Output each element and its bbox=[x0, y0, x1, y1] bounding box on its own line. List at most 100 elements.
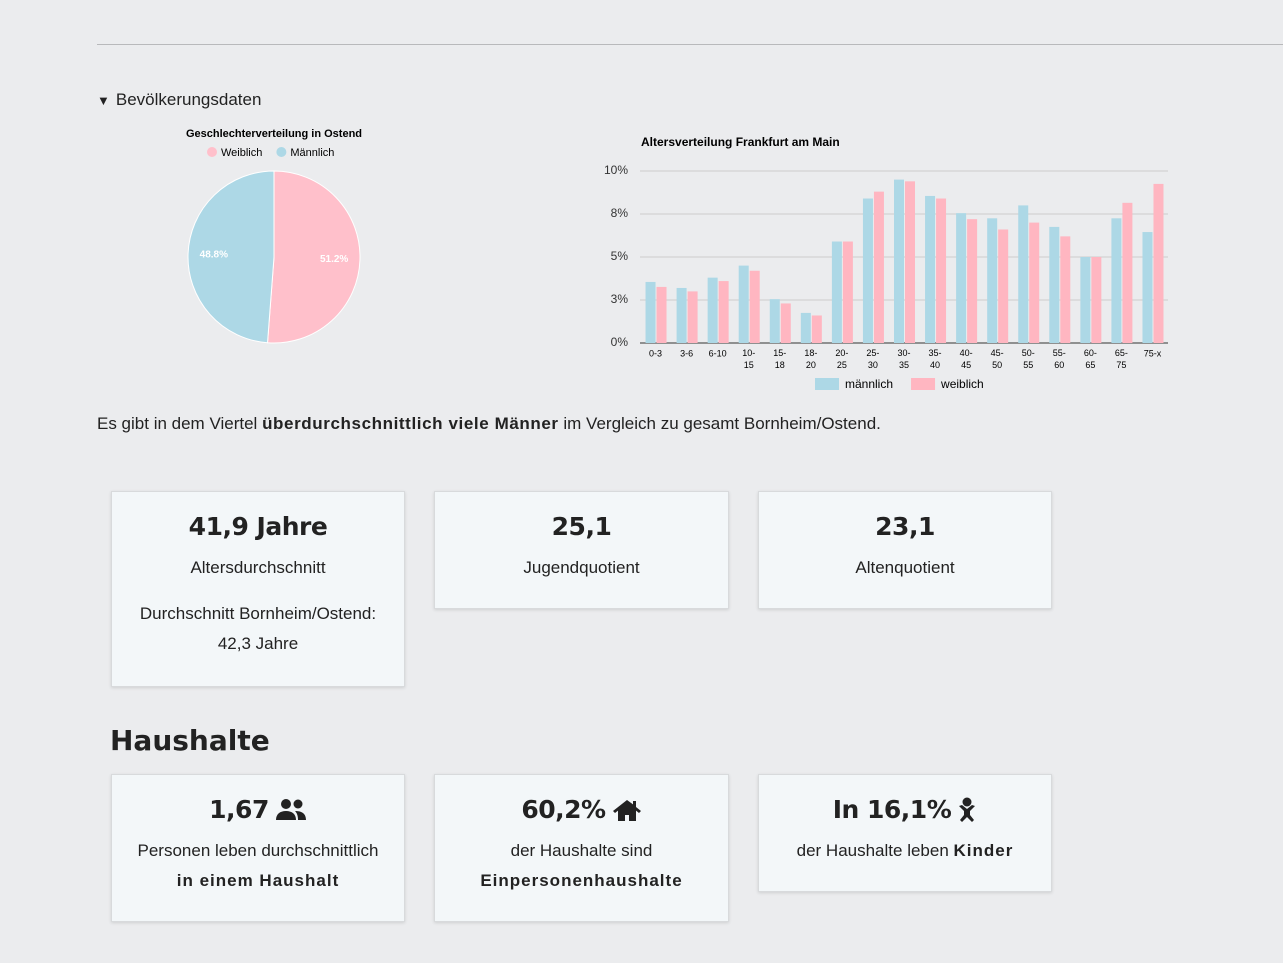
x-tick-label: 15-18 bbox=[773, 348, 786, 370]
legend-swatch bbox=[815, 378, 839, 390]
chart-title: Geschlechterverteilung in Ostend bbox=[186, 128, 362, 140]
household-value: In 16,1% bbox=[832, 795, 952, 824]
household-value-row: In 16,1% bbox=[759, 795, 1051, 824]
legend-label: weiblich bbox=[940, 377, 984, 391]
x-tick-label: 25-30 bbox=[866, 348, 879, 370]
household-value-row: 60,2% bbox=[435, 795, 728, 824]
x-tick-label: 30-35 bbox=[897, 348, 910, 370]
bar bbox=[811, 315, 822, 343]
bar bbox=[780, 303, 791, 343]
bar bbox=[676, 287, 687, 343]
x-tick-label: 65-75 bbox=[1115, 348, 1128, 370]
bar bbox=[718, 281, 729, 343]
household-value-row: 1,67 bbox=[112, 795, 404, 824]
bar bbox=[1060, 236, 1071, 343]
x-tick-label: 10-15 bbox=[742, 348, 755, 370]
bar bbox=[645, 281, 656, 343]
section-title: Bevölkerungsdaten bbox=[115, 90, 262, 109]
household-card: 60,2% der Haushalte sind Einpersonenhaush… bbox=[434, 774, 729, 922]
emphasis: Einpersonenhaushalte bbox=[480, 871, 683, 890]
bar bbox=[936, 198, 947, 343]
x-tick-label: 55-60 bbox=[1053, 348, 1066, 370]
chart-title: Altersverteilung Frankfurt am Main bbox=[641, 135, 840, 149]
household-value: 1,67 bbox=[209, 795, 269, 824]
icon-people bbox=[275, 798, 306, 820]
stat-value: 41,9 Jahre bbox=[188, 512, 328, 541]
note-text: Durchschnitt Bornheim/Ostend: bbox=[139, 604, 377, 623]
household-card: 1,67 Personen leben durchschnittlich in e… bbox=[111, 774, 405, 922]
y-tick-label: 0% bbox=[611, 335, 629, 349]
bar bbox=[1142, 232, 1153, 343]
stat-label: Altersdurchschnitt bbox=[190, 558, 326, 577]
bar bbox=[656, 286, 667, 343]
stat-card: 25,1 Jugendquotient bbox=[434, 491, 729, 609]
pie-chart: Geschlechterverteilung in Ostend Weiblich… bbox=[186, 128, 362, 344]
y-tick-label: 8% bbox=[611, 206, 629, 220]
bar bbox=[749, 270, 760, 343]
bar bbox=[1080, 257, 1091, 343]
household-text: Personen leben durchschnittlich in einem … bbox=[112, 836, 404, 896]
stat-value: 23,1 bbox=[875, 512, 935, 541]
x-tick-label: 40-45 bbox=[960, 348, 973, 370]
stat-label: Jugendquotient bbox=[523, 558, 640, 577]
legend-label: Männlich bbox=[290, 147, 334, 159]
bar bbox=[687, 291, 698, 343]
bar bbox=[800, 312, 811, 343]
pie-slice bbox=[187, 170, 275, 344]
bar bbox=[842, 241, 853, 343]
text: der Haushalte sind bbox=[510, 841, 653, 860]
bar bbox=[1091, 257, 1102, 343]
slice-label: 51.2% bbox=[320, 254, 348, 265]
y-tick-label: 10% bbox=[604, 163, 628, 177]
text: der Haushalte leben bbox=[796, 841, 949, 860]
household-text: der Haushalte leben Kinder bbox=[759, 836, 1051, 866]
divider bbox=[97, 44, 1283, 45]
bar bbox=[831, 241, 842, 343]
legend-swatch bbox=[276, 147, 287, 157]
x-tick-label: 3-6 bbox=[680, 348, 693, 358]
text: Personen leben durchschnittlich bbox=[137, 841, 379, 860]
note-value: 42,3 Jahre bbox=[217, 634, 299, 653]
stat-label: Altenquotient bbox=[855, 558, 955, 577]
bar bbox=[1018, 205, 1029, 343]
summary-text: Es gibt in dem Viertel überdurchschnittl… bbox=[97, 414, 881, 434]
y-tick-label: 5% bbox=[611, 249, 629, 263]
stat-value: 25,1 bbox=[551, 512, 612, 541]
bar bbox=[862, 198, 873, 343]
pie-slice bbox=[266, 170, 361, 344]
bar bbox=[1029, 222, 1040, 343]
emphasis: überdurchschnittlich viele Männer bbox=[262, 414, 559, 433]
emphasis: Kinder bbox=[953, 841, 1014, 860]
bar bbox=[1122, 202, 1133, 343]
legend-label: männlich bbox=[845, 377, 893, 391]
slice-label: 48.8% bbox=[200, 249, 228, 260]
toggle-icon: ▼ bbox=[97, 93, 110, 108]
x-tick-label: 35-40 bbox=[929, 348, 942, 370]
bar bbox=[987, 218, 998, 343]
text: im Vergleich zu gesamt Bornheim/Ostend. bbox=[563, 414, 881, 433]
x-tick-label: 75-x bbox=[1144, 348, 1162, 358]
bar bbox=[925, 195, 936, 343]
x-tick-label: 0-3 bbox=[649, 348, 662, 358]
section-toggle[interactable]: ▼ Bevölkerungsdaten bbox=[97, 90, 261, 110]
stat-card: 41,9 Jahre Altersdurchschnitt Durchschni… bbox=[111, 491, 405, 687]
bar-chart: Altersverteilung Frankfurt am Main 0% 3% 5%… bbox=[604, 135, 1168, 391]
stat-card: 23,1 Altenquotient bbox=[758, 491, 1052, 609]
bar bbox=[873, 191, 884, 343]
bar bbox=[1153, 183, 1164, 343]
icon-house bbox=[612, 799, 641, 821]
x-tick-label: 20-25 bbox=[835, 348, 848, 370]
bar bbox=[956, 213, 967, 343]
bar bbox=[769, 299, 780, 343]
bar bbox=[1111, 218, 1122, 343]
section-heading: Haushalte bbox=[110, 724, 270, 757]
text: Es gibt in dem Viertel bbox=[97, 414, 258, 433]
household-card: In 16,1% der Haushalte leben Kinder bbox=[758, 774, 1052, 892]
emphasis: in einem Haushalt bbox=[176, 871, 340, 890]
legend-swatch bbox=[207, 147, 217, 157]
bar bbox=[738, 265, 749, 343]
icon-child bbox=[959, 797, 976, 822]
x-tick-label: 60-65 bbox=[1084, 348, 1097, 370]
x-tick-label: 45-50 bbox=[991, 348, 1004, 370]
